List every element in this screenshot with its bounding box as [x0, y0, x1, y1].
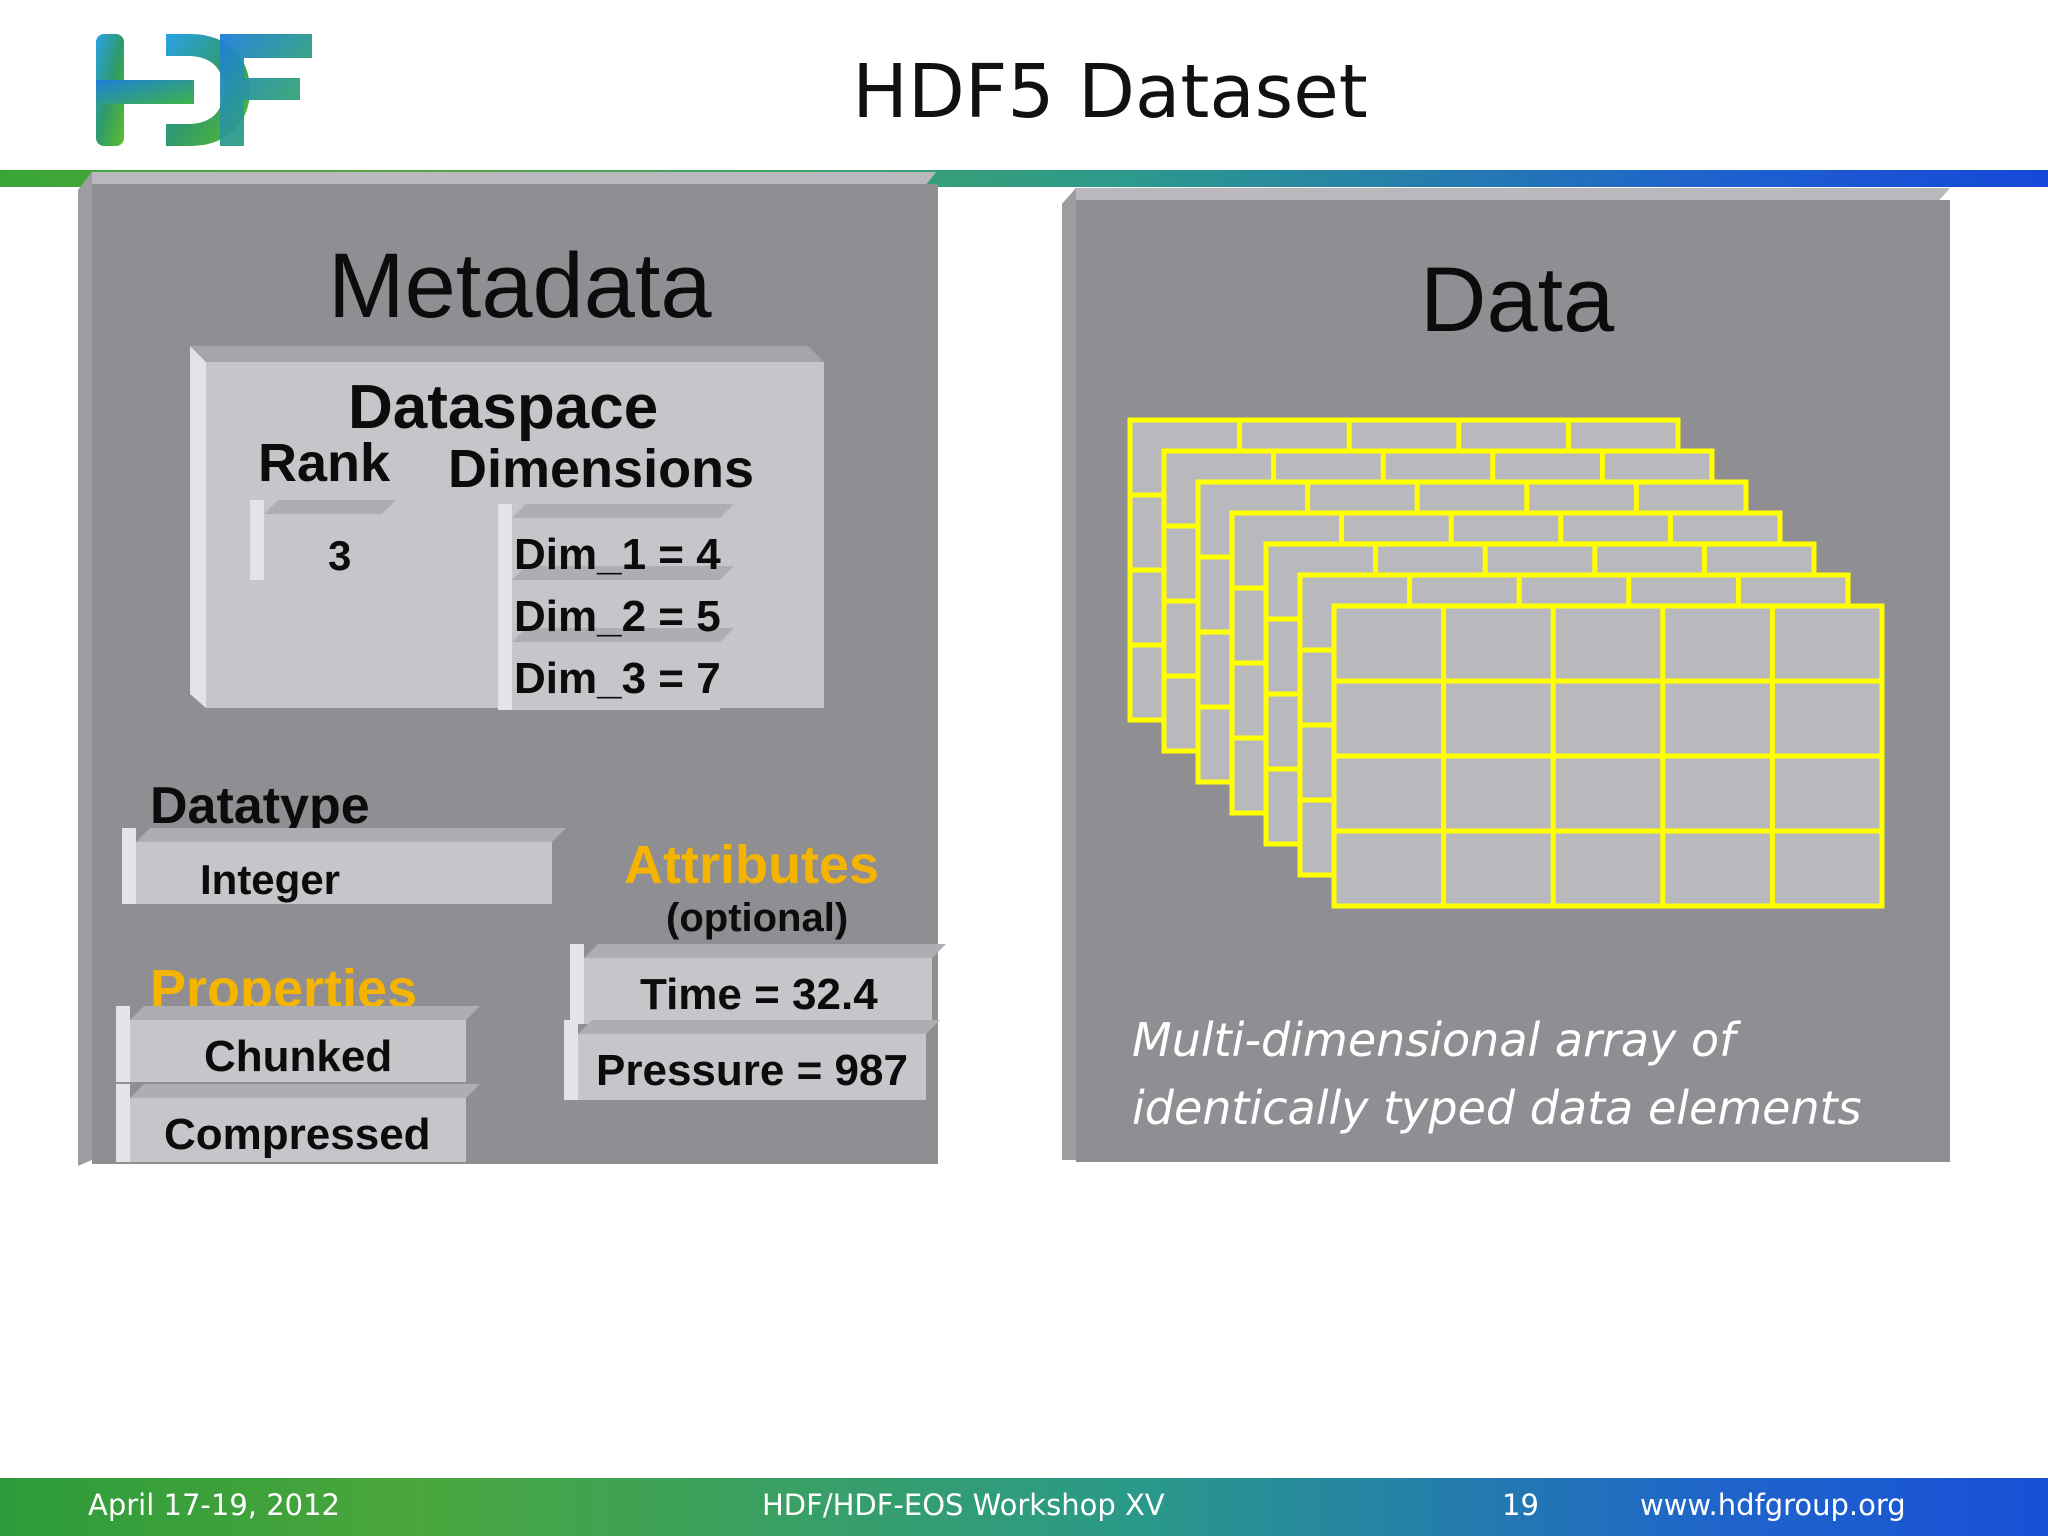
- footer-page-number: 19: [1502, 1488, 1539, 1522]
- data-caption: Multi-dimensional array of identically t…: [1132, 1006, 1952, 1142]
- datatype-value: Integer: [200, 856, 341, 903]
- property-box-compressed: [116, 1084, 480, 1162]
- dimensions-label: Dimensions: [448, 439, 755, 499]
- attribute-time: Time = 32.4: [640, 970, 878, 1019]
- attribute-box-pressure: [564, 1020, 940, 1100]
- footer-date: April 17-19, 2012: [88, 1488, 341, 1522]
- attributes-heading: Attributes: [624, 835, 879, 895]
- dim-box-3: [498, 628, 734, 710]
- hdf-logo: [96, 34, 312, 146]
- rank-box: [250, 500, 396, 580]
- caption-line-1: Multi-dimensional array of: [1132, 1013, 1736, 1067]
- dim-3: Dim_3 = 7: [514, 654, 721, 703]
- attributes-note: (optional): [666, 896, 849, 940]
- metadata-heading: Metadata: [328, 235, 712, 337]
- caption-line-2: identically typed data elements: [1132, 1081, 1862, 1135]
- slide-title: HDF5 Dataset: [852, 49, 1368, 135]
- attribute-box-time: [570, 944, 946, 1024]
- rank-label: Rank: [258, 433, 391, 493]
- property-compressed: Compressed: [164, 1110, 431, 1159]
- footer-url: www.hdfgroup.org: [1640, 1488, 1906, 1522]
- dim-1: Dim_1 = 4: [514, 530, 721, 579]
- footer-event: HDF/HDF-EOS Workshop XV: [762, 1488, 1165, 1522]
- datatype-box: [122, 828, 566, 904]
- property-box-chunked: [116, 1006, 480, 1082]
- dataspace-heading: Dataspace: [348, 373, 659, 442]
- footer-bar: [0, 1478, 2048, 1536]
- property-chunked: Chunked: [204, 1032, 393, 1081]
- array-layer: [1331, 603, 1885, 909]
- data-array-stack: [1127, 417, 1885, 909]
- rank-value: 3: [328, 532, 352, 579]
- dim-2: Dim_2 = 5: [514, 592, 721, 641]
- data-heading: Data: [1420, 249, 1615, 351]
- attribute-pressure: Pressure = 987: [596, 1046, 908, 1095]
- datatype-heading: Datatype: [150, 777, 370, 835]
